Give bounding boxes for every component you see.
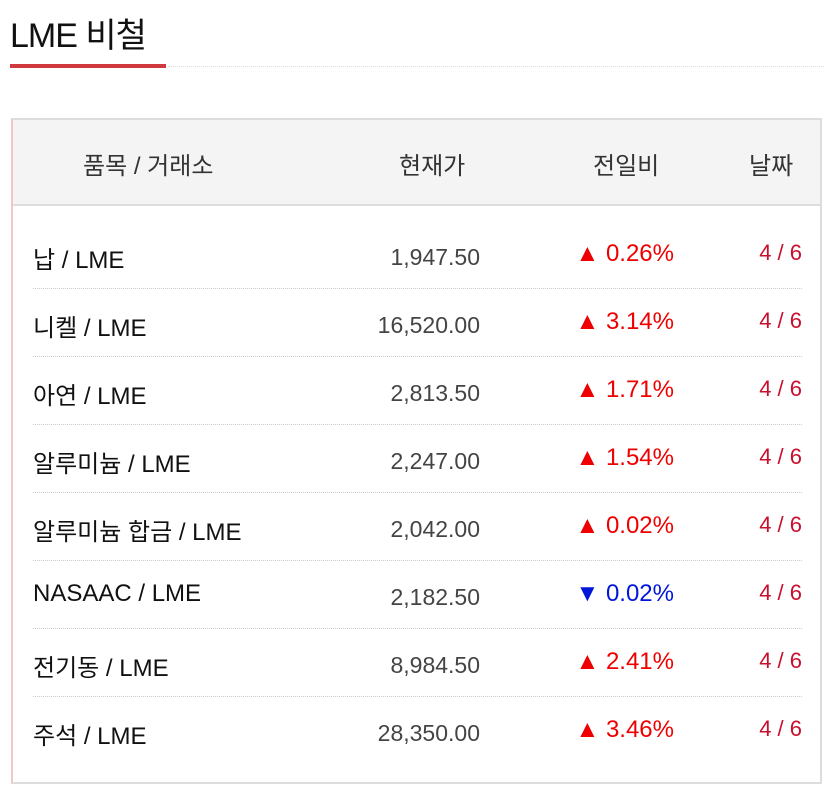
current-price: 2,182.50 <box>390 584 480 610</box>
item-name: 주석 / LME <box>33 723 147 750</box>
date-value: 4 / 6 <box>759 580 802 605</box>
current-price: 8,984.50 <box>390 652 480 678</box>
change-value: ▲ 1.71% <box>575 376 674 403</box>
divider <box>168 66 824 67</box>
header-item: 품목 / 거래소 <box>83 153 214 180</box>
table-row[interactable]: 주석 / LME 28,350.00 ▲ 3.46% 4 / 6 <box>33 696 802 764</box>
date-value: 4 / 6 <box>759 512 802 537</box>
date-value: 4 / 6 <box>759 648 802 673</box>
table-row[interactable]: 알루미늄 합금 / LME 2,042.00 ▲ 0.02% 4 / 6 <box>33 492 802 561</box>
table-row[interactable]: NASAAC / LME 2,182.50 ▼ 0.02% 4 / 6 <box>33 560 802 629</box>
item-name: 전기동 / LME <box>33 655 169 682</box>
current-price: 2,813.50 <box>390 380 480 406</box>
date-value: 4 / 6 <box>759 716 802 741</box>
table-row[interactable]: 아연 / LME 2,813.50 ▲ 1.71% 4 / 6 <box>33 356 802 425</box>
table-row[interactable]: 납 / LME 1,947.50 ▲ 0.26% 4 / 6 <box>33 220 802 289</box>
item-name: 납 / LME <box>33 247 125 274</box>
change-value: ▲ 0.02% <box>575 512 674 539</box>
item-name: 알루미늄 / LME <box>33 451 191 478</box>
table-header: 품목 / 거래소 현재가 전일비 날짜 <box>13 120 820 206</box>
change-value: ▲ 1.54% <box>575 444 674 471</box>
date-value: 4 / 6 <box>759 444 802 469</box>
change-value: ▲ 3.14% <box>575 308 674 335</box>
page-title: LME 비철 <box>10 17 147 55</box>
current-price: 2,247.00 <box>390 448 480 474</box>
header-price: 현재가 <box>399 153 466 180</box>
item-name: 아연 / LME <box>33 383 147 410</box>
date-value: 4 / 6 <box>759 376 802 401</box>
change-value: ▲ 3.46% <box>575 716 674 743</box>
current-price: 16,520.00 <box>377 312 480 338</box>
date-value: 4 / 6 <box>759 240 802 265</box>
header-date: 날짜 <box>749 153 794 180</box>
change-value: ▲ 0.26% <box>575 240 674 267</box>
table-row[interactable]: 전기동 / LME 8,984.50 ▲ 2.41% 4 / 6 <box>33 628 802 697</box>
current-price: 28,350.00 <box>377 720 480 746</box>
table-row[interactable]: 니켈 / LME 16,520.00 ▲ 3.14% 4 / 6 <box>33 288 802 357</box>
header-change: 전일비 <box>593 153 660 180</box>
change-value: ▲ 2.41% <box>575 648 674 675</box>
item-name: 니켈 / LME <box>33 315 147 342</box>
item-name: NASAAC / LME <box>33 580 202 607</box>
table-row[interactable]: 알루미늄 / LME 2,247.00 ▲ 1.54% 4 / 6 <box>33 424 802 493</box>
title-underline <box>10 64 166 68</box>
price-table: 품목 / 거래소 현재가 전일비 날짜 납 / LME 1,947.50 ▲ 0.2… <box>11 118 822 784</box>
item-name: 알루미늄 합금 / LME <box>33 519 242 546</box>
current-price: 1,947.50 <box>390 244 480 270</box>
change-value: ▼ 0.02% <box>575 580 674 607</box>
date-value: 4 / 6 <box>759 308 802 333</box>
current-price: 2,042.00 <box>390 516 480 542</box>
